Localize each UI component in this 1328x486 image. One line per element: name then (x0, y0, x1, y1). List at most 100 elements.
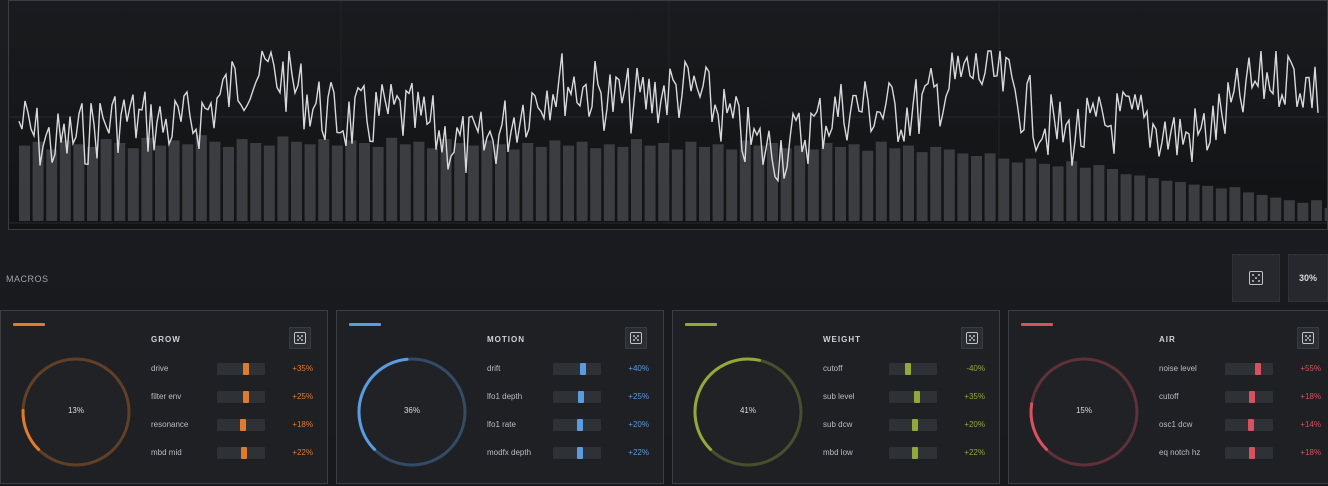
randomize-macro-button[interactable] (1297, 327, 1319, 349)
param-name: mbd low (823, 448, 853, 457)
waveform-display (8, 0, 1328, 230)
param-slider-thumb[interactable] (1248, 419, 1255, 431)
waveform-bar (19, 145, 30, 221)
waveform-bar (957, 153, 969, 221)
param-slider-thumb[interactable] (913, 391, 920, 403)
param-slider-thumb[interactable] (1254, 363, 1261, 375)
waveform-graph (9, 1, 1327, 224)
param-slider[interactable] (217, 363, 265, 375)
param-slider[interactable] (553, 419, 601, 431)
param-slider-thumb[interactable] (912, 419, 919, 431)
param-slider-thumb[interactable] (912, 447, 919, 459)
param-value: +22% (964, 448, 985, 457)
waveform-bar (114, 143, 126, 221)
dice-icon (1249, 271, 1263, 285)
param-name: sub level (823, 392, 855, 401)
randomize-macro-button[interactable] (289, 327, 311, 349)
macro-accent-bar (349, 323, 381, 326)
waveform-bar (875, 141, 887, 221)
waveform-bar (59, 140, 71, 221)
param-slider[interactable] (217, 419, 265, 431)
waveform-bar (522, 143, 534, 221)
param-slider-thumb[interactable] (242, 363, 249, 375)
param-name: lfo1 depth (487, 392, 523, 401)
waveform-bar (1107, 169, 1118, 221)
knob-value: 13% (67, 406, 84, 415)
knob-value: 15% (1075, 406, 1092, 415)
macro-knob[interactable] (355, 355, 469, 469)
param-slider-thumb[interactable] (576, 419, 583, 431)
param-value: +40% (628, 364, 649, 373)
waveform-bar (1243, 192, 1254, 221)
waveform-bar (223, 146, 234, 221)
param-value: +25% (292, 392, 313, 401)
param-slider-thumb[interactable] (241, 447, 248, 459)
waveform-bar (1256, 195, 1268, 221)
dice-icon (294, 332, 306, 344)
waveform-bar (780, 148, 792, 221)
param-name: modfx depth (487, 448, 532, 457)
waveform-bar (454, 143, 466, 221)
waveform-bar (1324, 208, 1327, 221)
param-name: filter env (151, 392, 182, 401)
dice-icon (1302, 332, 1314, 344)
param-row: mbd mid +22% (151, 445, 321, 461)
randomize-all-button[interactable] (1232, 254, 1280, 302)
param-name: osc1 dcw (1159, 420, 1193, 429)
param-slider[interactable] (1225, 391, 1273, 403)
random-amount-button[interactable]: 30% (1288, 254, 1328, 302)
param-slider[interactable] (889, 363, 937, 375)
macros-label: MACROS (6, 274, 49, 284)
waveform-bar (1066, 161, 1078, 221)
param-slider[interactable] (889, 391, 937, 403)
waveform-bar (155, 145, 166, 221)
waveform-bar (495, 144, 506, 221)
param-row: cutoff -40% (823, 361, 993, 377)
param-slider-thumb[interactable] (576, 447, 583, 459)
waveform-bar (726, 149, 738, 221)
param-slider-thumb[interactable] (1249, 447, 1256, 459)
param-slider-thumb[interactable] (1249, 391, 1256, 403)
param-slider-thumb[interactable] (579, 363, 586, 375)
macro-knob[interactable] (19, 355, 133, 469)
waveform-bar (1202, 185, 1214, 221)
param-slider-thumb[interactable] (905, 363, 912, 375)
macro-knob[interactable] (1027, 355, 1141, 469)
macro-knob[interactable] (691, 355, 805, 469)
param-slider[interactable] (1225, 419, 1273, 431)
randomize-macro-button[interactable] (625, 327, 647, 349)
param-slider[interactable] (553, 447, 601, 459)
waveform-bar (794, 145, 806, 221)
param-slider-thumb[interactable] (240, 419, 247, 431)
waveform-bar (386, 137, 398, 221)
param-slider[interactable] (1225, 447, 1273, 459)
param-slider[interactable] (217, 447, 265, 459)
randomize-macro-button[interactable] (961, 327, 983, 349)
param-slider[interactable] (553, 363, 601, 375)
waveform-bar (1134, 175, 1146, 221)
param-value: +22% (292, 448, 313, 457)
param-slider[interactable] (553, 391, 601, 403)
waveform-bar (603, 144, 615, 221)
param-row: osc1 dcw +14% (1159, 417, 1328, 433)
param-value: +18% (1300, 392, 1321, 401)
param-row: filter env +25% (151, 389, 321, 405)
param-value: +22% (628, 448, 649, 457)
waveform-bar (263, 145, 275, 221)
waveform-bar (1052, 166, 1064, 221)
param-slider[interactable] (889, 447, 937, 459)
param-slider-thumb[interactable] (242, 391, 249, 403)
waveform-bar (209, 141, 221, 221)
waveform-bar (1297, 202, 1309, 221)
knob-value: 41% (739, 406, 756, 415)
param-slider[interactable] (889, 419, 937, 431)
param-name: cutoff (1159, 392, 1179, 401)
waveform-bar (998, 158, 1010, 221)
waveform-bar (1120, 174, 1132, 221)
waveform-bar (87, 146, 98, 221)
waveform-bar (590, 148, 602, 221)
param-slider-thumb[interactable] (577, 391, 584, 403)
macro-accent-bar (13, 323, 45, 326)
param-slider[interactable] (1225, 363, 1273, 375)
param-slider[interactable] (217, 391, 265, 403)
